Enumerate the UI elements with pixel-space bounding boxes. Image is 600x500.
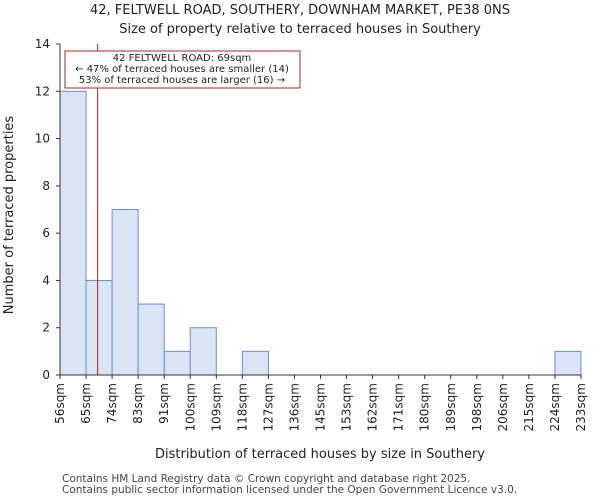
x-tick-label: 153sqm [340,383,354,431]
x-tick-label: 56sqm [53,383,67,424]
histogram-bar-3 [137,303,165,376]
histogram-bar-5 [189,327,217,376]
bars-group [59,90,582,376]
y-tick-label: 2 [42,321,50,335]
y-tick-label: 4 [42,273,50,287]
y-tick-label: 12 [35,84,50,98]
x-tick-label: 91sqm [157,383,171,424]
x-tick-label: 100sqm [183,383,197,431]
x-tick-label: 109sqm [209,383,223,431]
x-tick-label: 215sqm [522,383,536,431]
x-tick-label: 198sqm [470,383,484,431]
y-tick-label: 8 [42,179,50,193]
x-tick-label: 83sqm [131,383,145,424]
chart-subtitle: Size of property relative to terraced ho… [119,22,481,37]
x-tick-label: 127sqm [261,383,275,431]
x-tick-label: 145sqm [314,383,328,431]
x-tick-label: 74sqm [105,383,119,424]
chart-title: 42, FELTWELL ROAD, SOUTHERY, DOWNHAM MAR… [90,3,510,18]
x-tick-label: 180sqm [418,383,432,431]
y-tick-label: 0 [42,368,50,382]
x-tick-label: 118sqm [235,383,249,431]
x-tick-label: 206sqm [496,383,510,431]
footer-line-1: Contains HM Land Registry data © Crown c… [62,473,471,485]
x-tick-label: 65sqm [79,383,93,424]
y-axis-label: Number of terraced properties [2,116,17,315]
x-tick-label: 171sqm [392,383,406,431]
annotation-line-3: 53% of terraced houses are larger (16) → [79,75,285,86]
x-axis-label: Distribution of terraced houses by size … [155,447,485,462]
x-tick-label: 162sqm [366,383,380,431]
x-tick-label: 189sqm [444,383,458,431]
histogram-bar-0 [59,90,87,376]
y-tick-label: 6 [42,226,50,240]
y-tick-label: 10 [35,132,50,146]
histogram-bar-7 [241,350,269,376]
footer-line-2: Contains public sector information licen… [62,484,518,496]
x-tick-label: 224sqm [548,383,562,431]
histogram-bar-2 [111,209,139,376]
annotation-line-1: 42 FELTWELL ROAD: 69sqm [113,53,252,64]
x-tick-label: 136sqm [287,383,301,431]
annotation-box: 42 FELTWELL ROAD: 69sqm ← 47% of terrace… [64,50,301,89]
x-tick-label: 233sqm [574,383,588,431]
annotation-frame [64,50,301,89]
histogram-bar-19 [554,350,582,376]
axes-group: 0 2 4 6 8 10 12 14 56sqm 65sqm 74sqm 83sqm 91sqm 100s… [35,37,588,431]
annotation-line-2: ← 47% of terraced houses are smaller (14… [75,64,289,75]
histogram-bar-4 [163,350,191,376]
histogram-bar-1 [85,279,113,376]
y-tick-label: 14 [35,37,50,51]
